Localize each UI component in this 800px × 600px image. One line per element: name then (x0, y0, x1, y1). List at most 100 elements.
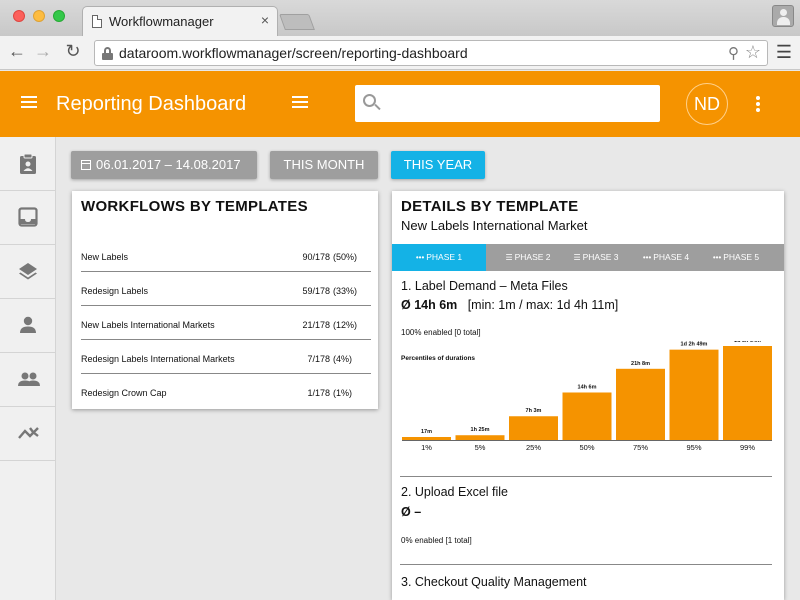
reload-icon[interactable]: ↻ (65, 41, 81, 61)
step-1-enabled: 100% enabled [0 total] (401, 328, 481, 337)
x-tick-label: 99% (740, 443, 755, 452)
bookmark-star-icon[interactable]: ☆ (744, 42, 761, 62)
tab-phase-2[interactable]: ☰ PHASE 2 (505, 252, 551, 262)
chart-bar (616, 368, 665, 440)
sidebar-item-tasks[interactable] (0, 137, 56, 191)
browser-menu-icon[interactable]: ☰ (775, 42, 792, 62)
x-tick-label: 1% (421, 443, 432, 452)
more-options-icon[interactable] (750, 95, 766, 113)
avatar[interactable]: ND (686, 83, 728, 125)
x-tick-label: 25% (526, 443, 541, 452)
bar-value-label: 1d 2h 49m (681, 342, 708, 348)
menu-icon[interactable] (21, 95, 37, 109)
tab-title: Workflowmanager (109, 14, 214, 29)
close-window-button[interactable] (13, 10, 25, 22)
workflow-percent: (12%) (333, 320, 358, 330)
tab-close-icon[interactable]: × (260, 12, 269, 28)
url-text[interactable]: dataroom.workflowmanager/screen/reportin… (119, 45, 468, 61)
people-icon (18, 372, 40, 386)
maximize-window-button[interactable] (53, 10, 65, 22)
x-tick-label: 5% (475, 443, 486, 452)
lock-icon (102, 47, 113, 60)
calendar-icon (81, 160, 91, 170)
step-1-title: 1. Label Demand – Meta Files (401, 279, 568, 293)
x-tick-label: 50% (579, 443, 594, 452)
chart-title: Percentiles of durations (401, 355, 476, 362)
workflow-row[interactable]: Redesign Labels International Markets 7/1… (81, 341, 371, 374)
profile-icon[interactable] (772, 5, 794, 27)
layers-icon (19, 263, 37, 280)
divider (400, 476, 772, 477)
sidebar-item-inbox[interactable] (0, 191, 56, 245)
workflow-row[interactable]: New Labels 90/178 (50%) (81, 239, 371, 272)
minimize-window-button[interactable] (33, 10, 45, 22)
browser-titlebar: Workflowmanager × (0, 0, 800, 36)
chart-bar (669, 349, 719, 440)
step-2-title: 2. Upload Excel file (401, 485, 509, 499)
date-range-button[interactable]: 06.01.2017 – 14.08.2017 (71, 151, 257, 179)
this-year-button[interactable]: THIS YEAR (391, 151, 485, 179)
back-icon[interactable]: ← (8, 41, 26, 61)
trend-icon (18, 427, 39, 439)
workflow-row[interactable]: New Labels International Markets 21/178 (1… (81, 307, 371, 340)
inbox-icon (18, 207, 38, 227)
workflow-count: 7/178 (307, 354, 330, 364)
workflow-row[interactable]: Redesign Labels 59/178 (33%) (81, 273, 371, 306)
tab-phase-3[interactable]: ☰ PHASE 3 (573, 252, 619, 262)
workflow-name: New Labels International Markets (81, 320, 215, 330)
workflow-count: 21/178 (302, 320, 330, 330)
percentile-chart: 17m 1% 1h 25m 5% 7h 3m 25% 14h 6m 50% 21h 8m 75% 1… (402, 341, 772, 452)
bar-value-label: 1d 3h 54m (734, 341, 761, 344)
workflow-count: 59/178 (302, 286, 330, 296)
sidebar-item-groups[interactable] (0, 353, 56, 407)
sidebar-item-user[interactable] (0, 299, 56, 353)
workflow-name: New Labels (81, 252, 129, 262)
workflow-count: 1/178 (307, 388, 330, 398)
workflow-row[interactable]: Redesign Crown Cap 1/178 (1%) (81, 375, 371, 408)
chart-bar (509, 416, 558, 440)
secondary-menu-icon[interactable] (292, 95, 308, 109)
sidebar-item-layers[interactable] (0, 245, 56, 299)
app-header: Reporting Dashboard ND (0, 71, 800, 137)
new-tab-button[interactable] (279, 14, 315, 30)
chart-bar (455, 435, 505, 440)
phase-tabs: ••• PHASE 1 ☰ PHASE 2 ☰ PHASE 3 ••• PHASE 4 … (392, 244, 784, 271)
tab-phase-1[interactable]: ••• PHASE 1 (392, 244, 486, 271)
workflow-name: Redesign Crown Cap (81, 388, 167, 398)
x-tick-label: 95% (686, 443, 701, 452)
x-tick-label: 75% (633, 443, 648, 452)
divider (400, 564, 772, 565)
workflow-count: 90/178 (302, 252, 330, 262)
date-range-label: 06.01.2017 – 14.08.2017 (96, 157, 241, 172)
page-title: Reporting Dashboard (56, 93, 247, 115)
page-icon (92, 15, 102, 28)
bar-value-label: 17m (421, 429, 432, 435)
forward-icon[interactable]: → (34, 41, 52, 61)
workflow-percent: (4%) (333, 354, 353, 364)
workflow-percent: (33%) (333, 286, 358, 296)
workflow-percent: (50%) (333, 252, 358, 262)
sidebar (0, 137, 56, 600)
workflows-title: WORKFLOWS BY TEMPLATES (81, 198, 308, 215)
workflows-card: WORKFLOWS BY TEMPLATES New Labels 90/178(… (72, 191, 378, 409)
details-subtitle: New Labels International Market (401, 218, 588, 233)
key-icon[interactable]: ⚲ (728, 45, 739, 62)
tab-phase-4[interactable]: ••• PHASE 4 (642, 252, 690, 262)
sidebar-item-reporting[interactable] (0, 407, 56, 461)
workflow-percent: (1%) (333, 388, 353, 398)
tab-phase-5[interactable]: ••• PHASE 5 (712, 252, 760, 262)
step-2-duration: Ø – (401, 505, 422, 519)
workflow-name: Redesign Labels (81, 286, 149, 296)
address-bar[interactable]: dataroom.workflowmanager/screen/reportin… (94, 40, 768, 66)
step-1-duration: Ø 14h 6m [min: 1m / max: 1d 4h 11m] (401, 298, 619, 312)
details-card: DETAILS BY TEMPLATE New Labels Internati… (392, 191, 784, 600)
this-month-button[interactable]: THIS MONTH (270, 151, 378, 179)
clipboard-icon (20, 153, 36, 174)
browser-tab[interactable]: Workflowmanager × (82, 6, 278, 36)
chart-bar (402, 437, 451, 440)
search-icon (363, 94, 381, 112)
chart-bar (562, 392, 612, 440)
search-box[interactable] (355, 85, 660, 122)
search-input[interactable] (391, 91, 651, 115)
step-3-title: 3. Checkout Quality Management (401, 575, 587, 589)
